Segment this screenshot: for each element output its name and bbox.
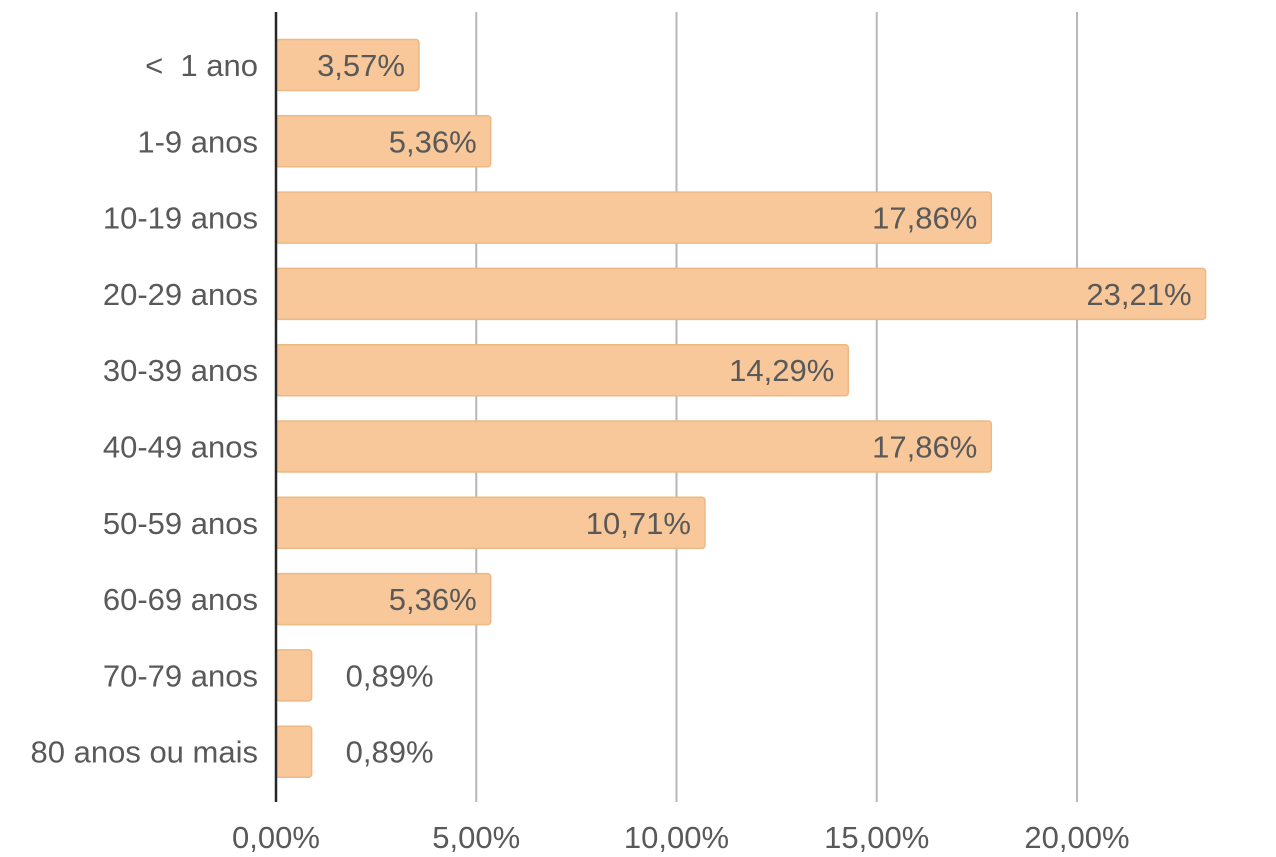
category-label-2: 10-19 anos: [103, 201, 258, 236]
labels: < 1 ano 3,57% 1-9 anos 5,36% 10-19 anos 17,86…: [31, 48, 1192, 773]
value-label-8: 0,89%: [346, 658, 434, 693]
bar-9: [275, 725, 313, 778]
x-tick-label-3: 15,00%: [824, 820, 929, 855]
bar-8: [275, 649, 313, 702]
category-label-3: 20-29 anos: [103, 277, 258, 312]
category-label-4: 30-39 anos: [103, 353, 258, 388]
bar-3: [275, 267, 1207, 321]
x-tick-label-4: 20,00%: [1024, 820, 1129, 855]
category-label-8: 70-79 anos: [103, 658, 258, 693]
value-label-0: 3,57%: [317, 48, 405, 83]
value-label-9: 0,89%: [346, 735, 434, 770]
category-label-9: 80 anos ou mais: [31, 735, 258, 770]
value-label-6: 10,71%: [586, 506, 691, 541]
category-label-7: 60-69 anos: [103, 582, 258, 617]
category-label-0: < 1 ano: [145, 48, 258, 83]
x-tick-label-2: 10,00%: [624, 820, 729, 855]
x-tick-label-0: 0,00%: [232, 820, 320, 855]
bars: [275, 38, 1207, 778]
category-label-5: 40-49 anos: [103, 430, 258, 465]
x-tick-label-1: 5,00%: [432, 820, 520, 855]
value-label-4: 14,29%: [729, 353, 834, 388]
gridlines: [475, 12, 1078, 802]
value-label-3: 23,21%: [1086, 277, 1191, 312]
value-label-1: 5,36%: [389, 124, 477, 159]
value-label-2: 17,86%: [872, 201, 977, 236]
category-label-1: 1-9 anos: [137, 124, 258, 159]
value-label-7: 5,36%: [389, 582, 477, 617]
axes: 0,00% 5,00% 10,00% 15,00% 20,00%: [232, 12, 1130, 855]
value-label-5: 17,86%: [872, 430, 977, 465]
category-label-6: 50-59 anos: [103, 506, 258, 541]
